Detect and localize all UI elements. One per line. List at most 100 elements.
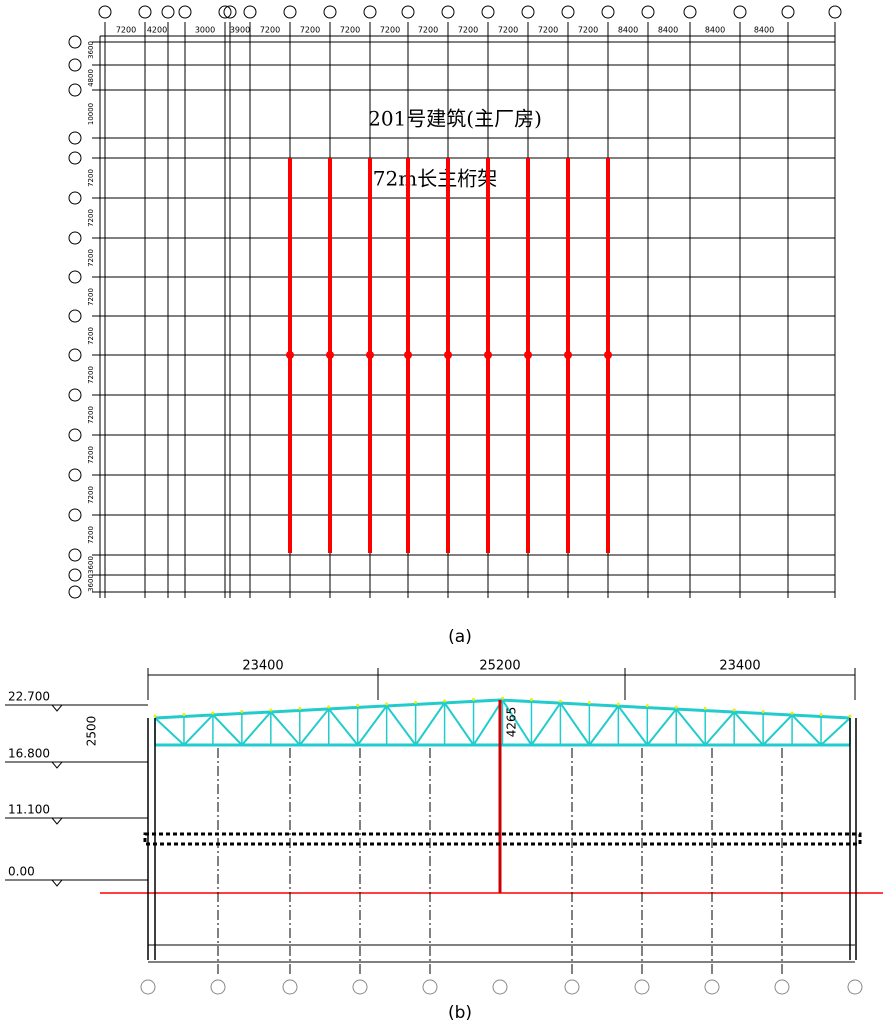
caption-a: (a) bbox=[448, 627, 472, 647]
axis-bubble bbox=[138, 5, 152, 19]
dimension: 7200 bbox=[538, 26, 558, 35]
truss-node bbox=[524, 351, 532, 359]
axis-bubble bbox=[481, 5, 495, 19]
ridge-height: 4265 bbox=[505, 707, 519, 738]
dimension: 3000 bbox=[195, 26, 215, 35]
axis-bubble bbox=[352, 979, 368, 995]
dimension: 7200 bbox=[498, 26, 518, 35]
truss-node bbox=[604, 351, 612, 359]
dimension: 7200 bbox=[87, 366, 95, 384]
axis-bubble bbox=[68, 58, 82, 72]
dimension: 8400 bbox=[618, 26, 638, 35]
dimension: 10000 bbox=[87, 103, 95, 125]
dimension: 7200 bbox=[87, 327, 95, 345]
truss-node bbox=[182, 712, 186, 716]
truss-node bbox=[385, 702, 389, 706]
truss-node bbox=[269, 708, 273, 712]
dimension: 7200 bbox=[340, 26, 360, 35]
dimension: 8400 bbox=[658, 26, 678, 35]
axis-bubble bbox=[68, 131, 82, 145]
dimension: 7200 bbox=[87, 486, 95, 504]
axis-bubble bbox=[140, 979, 156, 995]
building-title: 201号建筑(主厂房) bbox=[368, 107, 542, 131]
axis-bubble bbox=[68, 348, 82, 362]
axis-bubble bbox=[98, 5, 112, 19]
level-mark bbox=[50, 704, 64, 712]
span-dimension: 23400 bbox=[242, 659, 283, 674]
level-mark bbox=[50, 817, 64, 825]
truss-node bbox=[732, 708, 736, 712]
dimension: 4200 bbox=[147, 26, 167, 35]
truss-node bbox=[819, 713, 823, 717]
axis-bubble bbox=[401, 5, 415, 19]
truss-node bbox=[414, 700, 418, 704]
axis-bubble bbox=[282, 979, 298, 995]
axis-bubble bbox=[68, 231, 82, 245]
axis-bubble bbox=[441, 5, 455, 19]
dimension: 7200 bbox=[116, 26, 136, 35]
truss-node bbox=[501, 696, 504, 700]
dimension: 7200 bbox=[87, 446, 95, 464]
dimension: 7200 bbox=[87, 288, 95, 306]
axis-bubble bbox=[68, 151, 82, 165]
truss-node bbox=[558, 699, 562, 703]
truss-node bbox=[674, 705, 678, 709]
truss-node bbox=[404, 351, 412, 359]
dimension: 7200 bbox=[458, 26, 478, 35]
axis-bubble bbox=[223, 5, 237, 19]
truss-depth: 2500 bbox=[85, 716, 99, 747]
truss-node bbox=[211, 711, 215, 715]
axis-bubble bbox=[363, 5, 377, 19]
dimension: 3900 bbox=[230, 26, 250, 35]
axis-bubble bbox=[68, 191, 82, 205]
axis-bubble bbox=[641, 5, 655, 19]
span-dimension: 25200 bbox=[479, 659, 520, 674]
dimension: 7200 bbox=[260, 26, 280, 35]
axis-bubble bbox=[68, 508, 82, 522]
truss-node bbox=[848, 714, 852, 718]
axis-bubble bbox=[683, 5, 697, 19]
axis-bubble bbox=[243, 5, 257, 19]
truss-node bbox=[356, 703, 360, 707]
dimension: 8400 bbox=[705, 26, 725, 35]
axis-bubble bbox=[422, 979, 438, 995]
truss-node bbox=[587, 701, 591, 705]
axis-bubble bbox=[68, 548, 82, 562]
truss-node bbox=[761, 710, 765, 714]
level: 16.800 bbox=[8, 747, 50, 761]
axis-bubble bbox=[68, 568, 82, 582]
dimension: 7200 bbox=[87, 526, 95, 544]
axis-bubble bbox=[68, 270, 82, 284]
dimension: 3600 bbox=[87, 41, 95, 59]
level-mark bbox=[50, 879, 64, 887]
axis-bubble bbox=[68, 309, 82, 323]
axis-bubble bbox=[704, 979, 720, 995]
axis-bubble bbox=[561, 5, 575, 19]
axis-bubble bbox=[68, 585, 82, 599]
truss-node bbox=[790, 711, 794, 715]
truss-node bbox=[298, 706, 302, 710]
axis-bubble bbox=[68, 35, 82, 49]
axis-bubble bbox=[601, 5, 615, 19]
level-mark bbox=[50, 761, 64, 769]
dimension: 7200 bbox=[418, 26, 438, 35]
span-dimension: 23400 bbox=[719, 659, 760, 674]
caption-b: (b) bbox=[448, 1003, 472, 1023]
dimension: 7200 bbox=[87, 249, 95, 267]
truss-node bbox=[472, 697, 476, 701]
truss-node bbox=[443, 699, 447, 703]
truss-node bbox=[529, 698, 533, 702]
axis-bubble bbox=[323, 5, 337, 19]
axis-bubble bbox=[283, 5, 297, 19]
truss-node bbox=[366, 351, 374, 359]
truss-node bbox=[240, 709, 244, 713]
dimension: 7200 bbox=[380, 26, 400, 35]
axis-bubble bbox=[68, 83, 82, 97]
axis-bubble bbox=[68, 468, 82, 482]
dimension: 7200 bbox=[87, 209, 95, 227]
truss-node bbox=[645, 704, 649, 708]
axis-bubble bbox=[210, 979, 226, 995]
dimension: 7200 bbox=[300, 26, 320, 35]
level: 22.700 bbox=[8, 690, 50, 704]
